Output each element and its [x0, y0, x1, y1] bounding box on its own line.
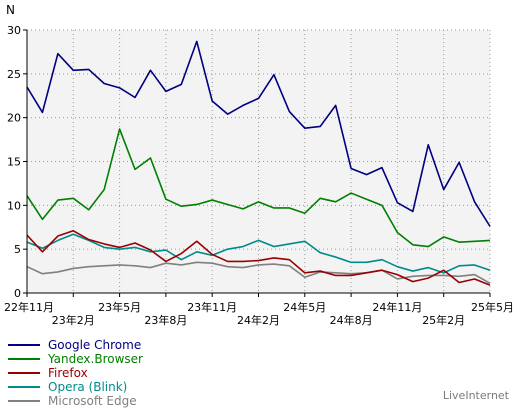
x-tick-label: 24年11月 [372, 300, 422, 314]
x-tick-label: 23年2月 [52, 313, 95, 327]
y-tick-label: 20 [7, 112, 21, 125]
series-line-microsoft-edge [26, 261, 491, 285]
series-lines [26, 40, 491, 286]
series-line-firefox [26, 229, 491, 286]
y-tick-label: 15 [7, 156, 21, 169]
legend-swatch [8, 344, 40, 346]
legend-swatch [8, 400, 40, 402]
series-line-opera-blink [26, 233, 491, 274]
legend-swatch [8, 372, 40, 374]
x-tick-label: 23年5月 [98, 300, 141, 314]
legend-label: Microsoft Edge [48, 394, 137, 408]
series-line-yandex-browser [26, 128, 491, 248]
x-tick-label: 23年11月 [187, 300, 237, 314]
y-tick-label: 0 [14, 287, 21, 300]
legend-item-google-chrome: Google Chrome [8, 338, 143, 352]
x-tick-label: 25年5月 [471, 300, 514, 314]
legend-swatch [8, 386, 40, 388]
plot-background [27, 30, 490, 293]
legend-swatch [8, 358, 40, 360]
x-tick-label: 24年8月 [330, 313, 373, 327]
y-axis-label: N [6, 3, 15, 17]
x-tick-label: 24年5月 [283, 300, 326, 314]
x-tick-label: 25年2月 [422, 313, 465, 327]
legend: Google Chrome Yandex.Browser Firefox Opera … [8, 338, 143, 408]
x-tick-label: 24年2月 [237, 313, 280, 327]
y-tick-label: 30 [7, 24, 21, 37]
legend-item-opera-blink: Opera (Blink) [8, 380, 143, 394]
x-tick-label: 23年8月 [144, 313, 187, 327]
series-line-google-chrome [26, 40, 491, 227]
legend-label: Opera (Blink) [48, 380, 128, 394]
legend-item-yandex-browser: Yandex.Browser [8, 352, 143, 366]
legend-label: Yandex.Browser [48, 352, 143, 366]
y-tick-labels: 0 5 10 15 20 25 30 [7, 24, 27, 300]
legend-item-microsoft-edge: Microsoft Edge [8, 394, 143, 408]
source-watermark: LiveInternet [442, 389, 509, 402]
legend-item-firefox: Firefox [8, 366, 143, 380]
y-tick-label: 10 [7, 199, 21, 212]
y-tick-label: 25 [7, 68, 21, 81]
legend-label: Google Chrome [48, 338, 142, 352]
y-tick-label: 5 [14, 243, 21, 256]
x-tick-label: 22年11月 [4, 300, 54, 314]
legend-label: Firefox [48, 366, 88, 380]
